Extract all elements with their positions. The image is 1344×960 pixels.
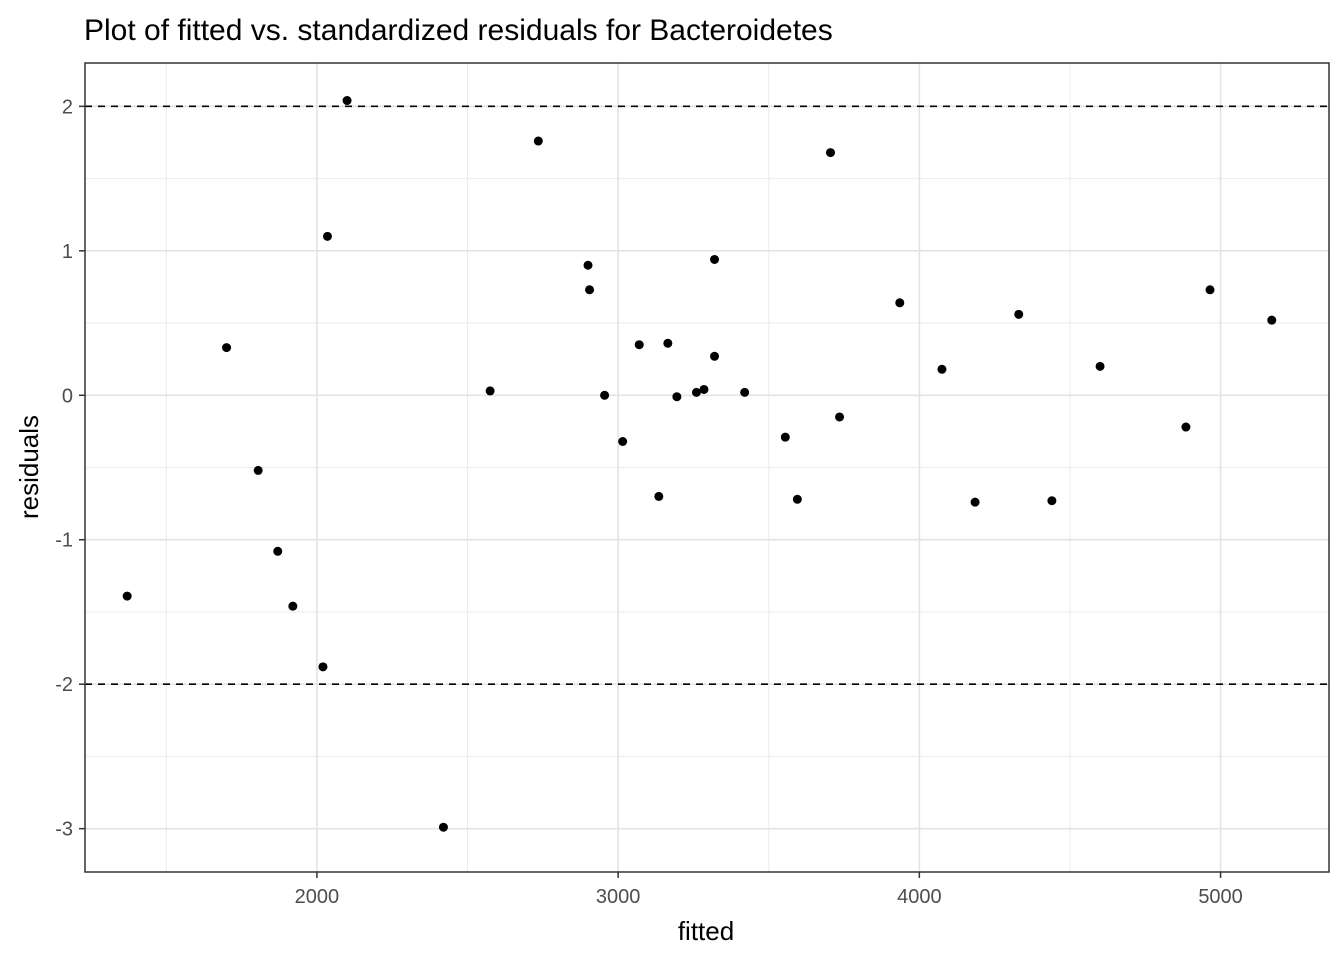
data-points <box>122 96 1277 832</box>
data-point <box>835 412 845 422</box>
data-point <box>710 351 720 361</box>
chart-title: Plot of fitted vs. standardized residual… <box>84 14 833 47</box>
data-point <box>780 432 790 442</box>
data-point <box>691 387 701 397</box>
data-point <box>318 662 328 672</box>
data-point <box>792 494 802 504</box>
y-tick-label: 0 <box>62 385 73 407</box>
data-point <box>1014 309 1024 319</box>
data-point <box>583 260 593 270</box>
x-tick-label: 3000 <box>596 886 641 908</box>
plot-panel-border <box>84 62 1330 873</box>
y-axis: -3 -2 -1 0 1 2 <box>55 96 85 841</box>
data-point <box>322 231 332 241</box>
y-tick-label: 2 <box>62 96 73 118</box>
x-axis: 2000 3000 4000 5000 <box>295 872 1243 908</box>
y-tick-label: -3 <box>55 819 73 841</box>
data-point <box>122 591 132 601</box>
data-point <box>585 285 595 295</box>
data-point <box>710 254 720 264</box>
data-point <box>672 392 682 402</box>
data-point <box>825 148 835 158</box>
data-point <box>253 465 263 475</box>
data-point <box>1181 422 1191 432</box>
y-tick-label: -1 <box>55 530 73 552</box>
data-point <box>533 136 543 146</box>
data-point <box>1205 285 1215 295</box>
x-axis-title: fitted <box>678 916 734 946</box>
data-point <box>222 343 232 353</box>
data-point <box>634 340 644 350</box>
data-point <box>273 546 283 556</box>
y-tick-label: 1 <box>62 241 73 263</box>
data-point <box>663 338 673 348</box>
data-point <box>699 384 709 394</box>
data-point <box>740 387 750 397</box>
y-axis-title: residuals <box>14 415 44 519</box>
data-point <box>485 386 495 396</box>
data-point <box>895 298 905 308</box>
major-gridlines <box>85 63 1329 872</box>
data-point <box>937 364 947 374</box>
data-point <box>654 491 664 501</box>
x-tick-label: 2000 <box>295 886 340 908</box>
data-point <box>1095 361 1105 371</box>
y-tick-label: -2 <box>55 674 73 696</box>
data-point <box>438 822 448 832</box>
data-point <box>288 601 298 611</box>
data-point <box>600 390 610 400</box>
data-point <box>970 497 980 507</box>
data-point <box>1047 496 1057 506</box>
data-point <box>618 436 628 446</box>
data-point <box>342 96 352 106</box>
x-tick-label: 4000 <box>897 886 942 908</box>
data-point <box>1267 315 1277 325</box>
minor-gridlines <box>85 63 1329 872</box>
x-tick-label: 5000 <box>1198 886 1243 908</box>
